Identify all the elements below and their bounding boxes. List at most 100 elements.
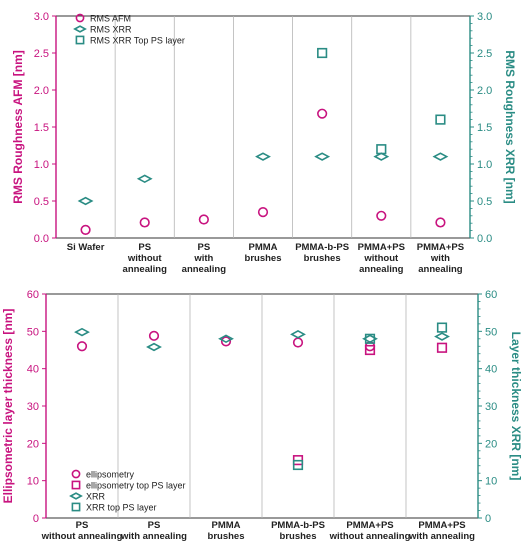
data-point-circle: [220, 336, 232, 347]
data-point-circle: [376, 210, 387, 221]
data-point-square: [436, 342, 448, 353]
legend-marker-diamond: [73, 25, 87, 33]
data-point-circle: [80, 224, 91, 235]
category-label: PMMA+PS: [418, 520, 465, 531]
right-tick-label: 1.5: [477, 122, 492, 134]
left-tick-label: 20: [27, 438, 39, 450]
category-label: with annealing: [408, 531, 475, 542]
data-point-diamond: [432, 152, 449, 161]
left-tick-label: 0: [33, 513, 39, 525]
right-tick-label: 2.5: [477, 48, 492, 60]
category-label: PS: [198, 242, 211, 253]
data-point-diamond: [136, 174, 153, 184]
category-label: PS: [148, 520, 161, 531]
category-label: without annealing: [41, 531, 123, 542]
data-point-diamond: [362, 334, 378, 344]
category-label: PMMA-b-PS: [295, 242, 349, 253]
left-tick-label: 3.0: [34, 11, 49, 23]
left-tick-label: 30: [27, 401, 39, 413]
right-tick-label: 60: [485, 289, 497, 301]
legend-label: RMS XRR: [90, 25, 132, 35]
category-label: PMMA+PS: [417, 242, 464, 253]
category-label: brushes: [245, 253, 282, 264]
legend-marker-square: [71, 480, 81, 490]
category-label: Si Wafer: [67, 242, 105, 253]
right-axis-title: RMS Roughness XRR [nm]: [503, 50, 517, 203]
chart-panel-1: 0.0 0.0 0.5 0.5 1.0 1.0 1.5 1.5 2.0 2.0 2.5 2.5 3.0 3…: [11, 11, 517, 275]
left-axis-title: Ellipsometric layer thickness [nm]: [1, 309, 15, 504]
category-label: without: [127, 253, 163, 264]
right-tick-label: 40: [485, 364, 497, 376]
data-point-square: [364, 333, 376, 344]
category-label: PMMA: [248, 242, 277, 253]
data-point-circle: [76, 341, 88, 352]
left-tick-label: 2.5: [34, 48, 49, 60]
data-point-circle: [139, 217, 150, 228]
right-tick-label: 3.0: [477, 11, 492, 23]
category-label: annealing: [359, 264, 404, 275]
right-tick-label: 0.0: [477, 233, 492, 245]
data-point-square: [376, 144, 387, 155]
data-point-diamond: [434, 332, 450, 341]
left-tick-label: 60: [27, 289, 39, 301]
category-label: without annealing: [329, 531, 411, 542]
right-tick-label: 50: [485, 326, 497, 338]
data-point-diamond: [146, 342, 162, 352]
data-point-diamond: [290, 330, 306, 339]
right-tick-label: 30: [485, 401, 497, 413]
left-tick-label: 1.0: [34, 159, 49, 171]
category-label: with annealing: [120, 531, 187, 542]
right-tick-label: 2.0: [477, 85, 492, 97]
data-point-circle: [148, 330, 160, 341]
category-label: with: [430, 253, 450, 264]
right-tick-label: 0.5: [477, 196, 492, 208]
data-point-circle: [317, 108, 328, 119]
data-point-square: [292, 459, 304, 471]
left-tick-label: 40: [27, 364, 39, 376]
left-tick-label: 1.5: [34, 122, 49, 134]
right-tick-label: 0: [485, 513, 491, 525]
data-point-circle: [292, 337, 304, 348]
left-tick-label: 50: [27, 326, 39, 338]
legend-marker-circle: [71, 469, 81, 479]
category-label: PS: [138, 242, 151, 253]
category-label: with: [193, 253, 213, 264]
legend-marker-square: [75, 35, 85, 45]
legend-marker-circle: [75, 13, 85, 23]
left-axis-title: RMS Roughness AFM [nm]: [11, 50, 25, 204]
right-tick-label: 20: [485, 438, 497, 450]
right-axis-title: Layer thickness XRR [nm]: [509, 332, 523, 481]
data-point-circle: [435, 217, 446, 228]
left-tick-label: 2.0: [34, 85, 49, 97]
category-label: brushes: [208, 531, 245, 542]
data-point-circle: [198, 214, 209, 225]
data-point-square: [364, 344, 376, 356]
data-point-square: [317, 47, 328, 59]
legend-label: RMS XRR Top PS layer: [90, 36, 185, 46]
data-point-diamond: [314, 152, 331, 161]
left-tick-label: 0.5: [34, 196, 49, 208]
data-point-diamond: [74, 327, 90, 337]
category-label: brushes: [304, 253, 341, 264]
legend-label: XRR top PS layer: [86, 503, 157, 513]
right-tick-label: 10: [485, 476, 497, 488]
legend-label: ellipsometry top PS layer: [86, 481, 186, 491]
category-label: PMMA+PS: [358, 242, 405, 253]
chart-panel-2: 0 0 10 10 20 20 30 30 40 40 50 50 60 60 Ellipsometric …: [1, 289, 523, 542]
category-label: annealing: [123, 264, 168, 275]
left-tick-label: 0.0: [34, 233, 49, 245]
right-tick-label: 1.0: [477, 159, 492, 171]
left-tick-label: 10: [27, 476, 39, 488]
data-point-square: [436, 322, 448, 333]
category-label: annealing: [418, 264, 463, 275]
legend-marker-diamond: [69, 492, 83, 500]
category-label: brushes: [280, 531, 317, 542]
category-label: PS: [76, 520, 89, 531]
plot-frame: [55, 15, 471, 239]
category-label: PMMA: [211, 520, 240, 531]
data-point-diamond: [77, 196, 94, 206]
legend-label: XRR: [86, 492, 106, 502]
category-label: PMMA+PS: [346, 520, 393, 531]
category-label: without: [363, 253, 399, 264]
